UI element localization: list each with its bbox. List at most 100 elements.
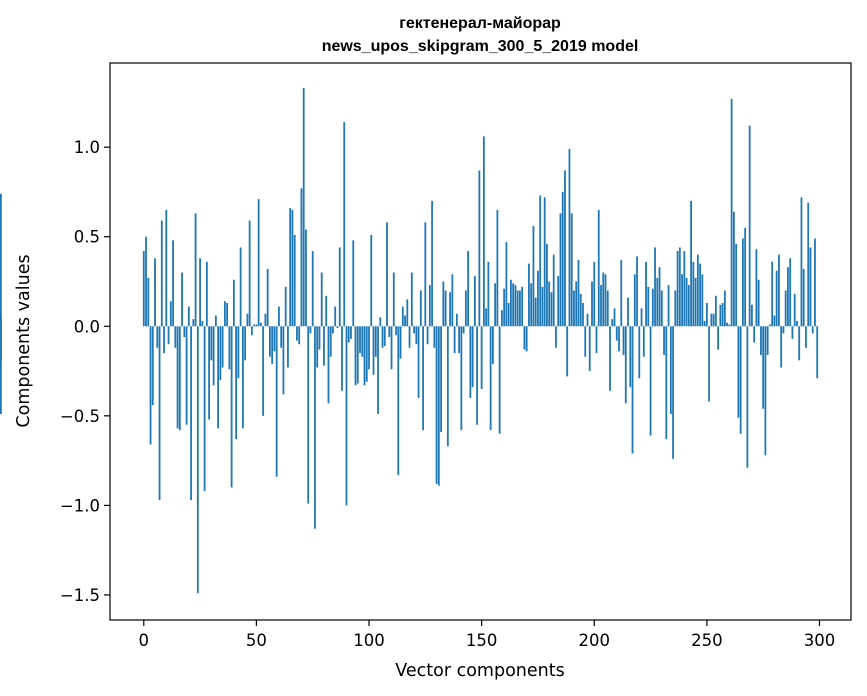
bar-component-239 [681,274,683,327]
bar-component-211 [618,326,620,352]
bar-component-24 [196,326,199,594]
bar-component-26 [201,320,204,327]
bar-component-287 [789,258,792,327]
bar-component-197 [586,313,589,327]
bar-component-147 [473,276,476,327]
bar-component-61 [280,326,283,348]
bar-component-122 [417,326,420,398]
bar-component-248 [701,274,704,327]
bar-component-289 [793,294,796,327]
bar-component-53 [262,326,265,416]
bar-component-296 [809,247,812,327]
bar-component-195 [582,302,584,327]
chart-title-line2: news_upos_skipgram_300_5_2019 model [322,38,639,55]
bar-component-159 [501,310,503,327]
bar-component-198 [588,326,591,372]
bar-component-145 [469,326,472,398]
bar-component-32 [214,315,217,327]
bar-component-119 [410,272,413,327]
y-axis-label: Components values [14,254,34,427]
bar-component-18 [183,326,186,338]
bar-component-169 [523,326,526,350]
x-tick-label: 300 [804,631,836,650]
bar-component-220 [638,326,641,379]
bar-component-170 [525,326,528,352]
bar-component-undefined [0,326,2,415]
bar-component-88 [341,326,343,391]
bar-component-258 [723,290,726,327]
bar-component-7 [158,326,161,501]
bar-component-89 [343,122,346,327]
bar-component-259 [726,322,729,327]
bar-component-35 [221,326,224,368]
bar-component-261 [730,98,733,327]
x-tick-label: 50 [246,631,267,650]
bar-component-87 [338,247,341,327]
bar-component-249 [703,320,706,327]
bar-component-231 [663,326,665,355]
bar-component-229 [658,267,661,327]
bar-component-44 [241,326,244,429]
bar-component-56 [269,326,271,357]
bar-component-117 [406,299,409,327]
bar-component-275 [762,326,765,409]
bar-component-114 [399,326,402,359]
bar-component-194 [579,294,582,327]
bar-component-106 [381,326,384,348]
bar-component-181 [550,292,553,327]
bar-component-228 [656,277,659,327]
bar-component-50 [255,324,258,327]
bar-component-149 [478,170,481,327]
bar-component-155 [491,326,494,364]
bar-component-178 [543,197,546,327]
bar-component-67 [293,234,296,327]
bar-component-133 [442,281,445,327]
bar-component-105 [379,317,382,327]
bar-component-103 [374,326,377,357]
bar-component-138 [453,326,456,354]
bar-component-1 [145,236,147,327]
bar-component-69 [298,326,301,345]
bar-component-156 [494,283,497,327]
bar-component-121 [415,326,418,345]
bar-component-undefined [0,326,2,361]
bar-component-182 [552,254,555,327]
bar-component-240 [683,251,686,327]
bar-component-204 [602,272,605,327]
bar-component-226 [651,288,654,327]
bar-component-164 [512,283,515,327]
bar-component-97 [361,326,364,357]
bar-component-113 [397,326,400,475]
bar-component-120 [413,326,415,334]
bar-component-19 [185,326,188,425]
bar-component-187 [564,170,566,327]
bar-component-47 [248,220,251,327]
bar-component-272 [755,249,758,327]
bar-component-203 [600,285,602,327]
bar-component-232 [665,326,668,440]
bar-component-219 [636,256,638,327]
bar-component-273 [757,279,760,327]
bar-component-132 [440,326,442,432]
bar-component-94 [354,326,357,386]
bar-component-281 [775,270,778,327]
bar-component-216 [629,326,632,388]
bar-component-171 [528,263,530,327]
bar-component-242 [687,285,690,327]
bar-component-64 [287,326,289,368]
bar-component-235 [672,326,674,459]
bar-component-280 [773,315,776,327]
bar-component-85 [334,306,337,327]
bar-component-148 [476,326,479,425]
bar-component-183 [555,326,557,348]
bar-component-218 [633,274,636,327]
bar-component-98 [363,326,366,386]
bar-component-4 [151,326,154,406]
bar-component-172 [530,283,533,327]
bar-component-223 [645,261,647,327]
bar-component-13 [172,240,174,327]
bar-component-146 [471,326,474,388]
bar-component-124 [422,326,424,431]
bar-component-93 [352,240,355,327]
